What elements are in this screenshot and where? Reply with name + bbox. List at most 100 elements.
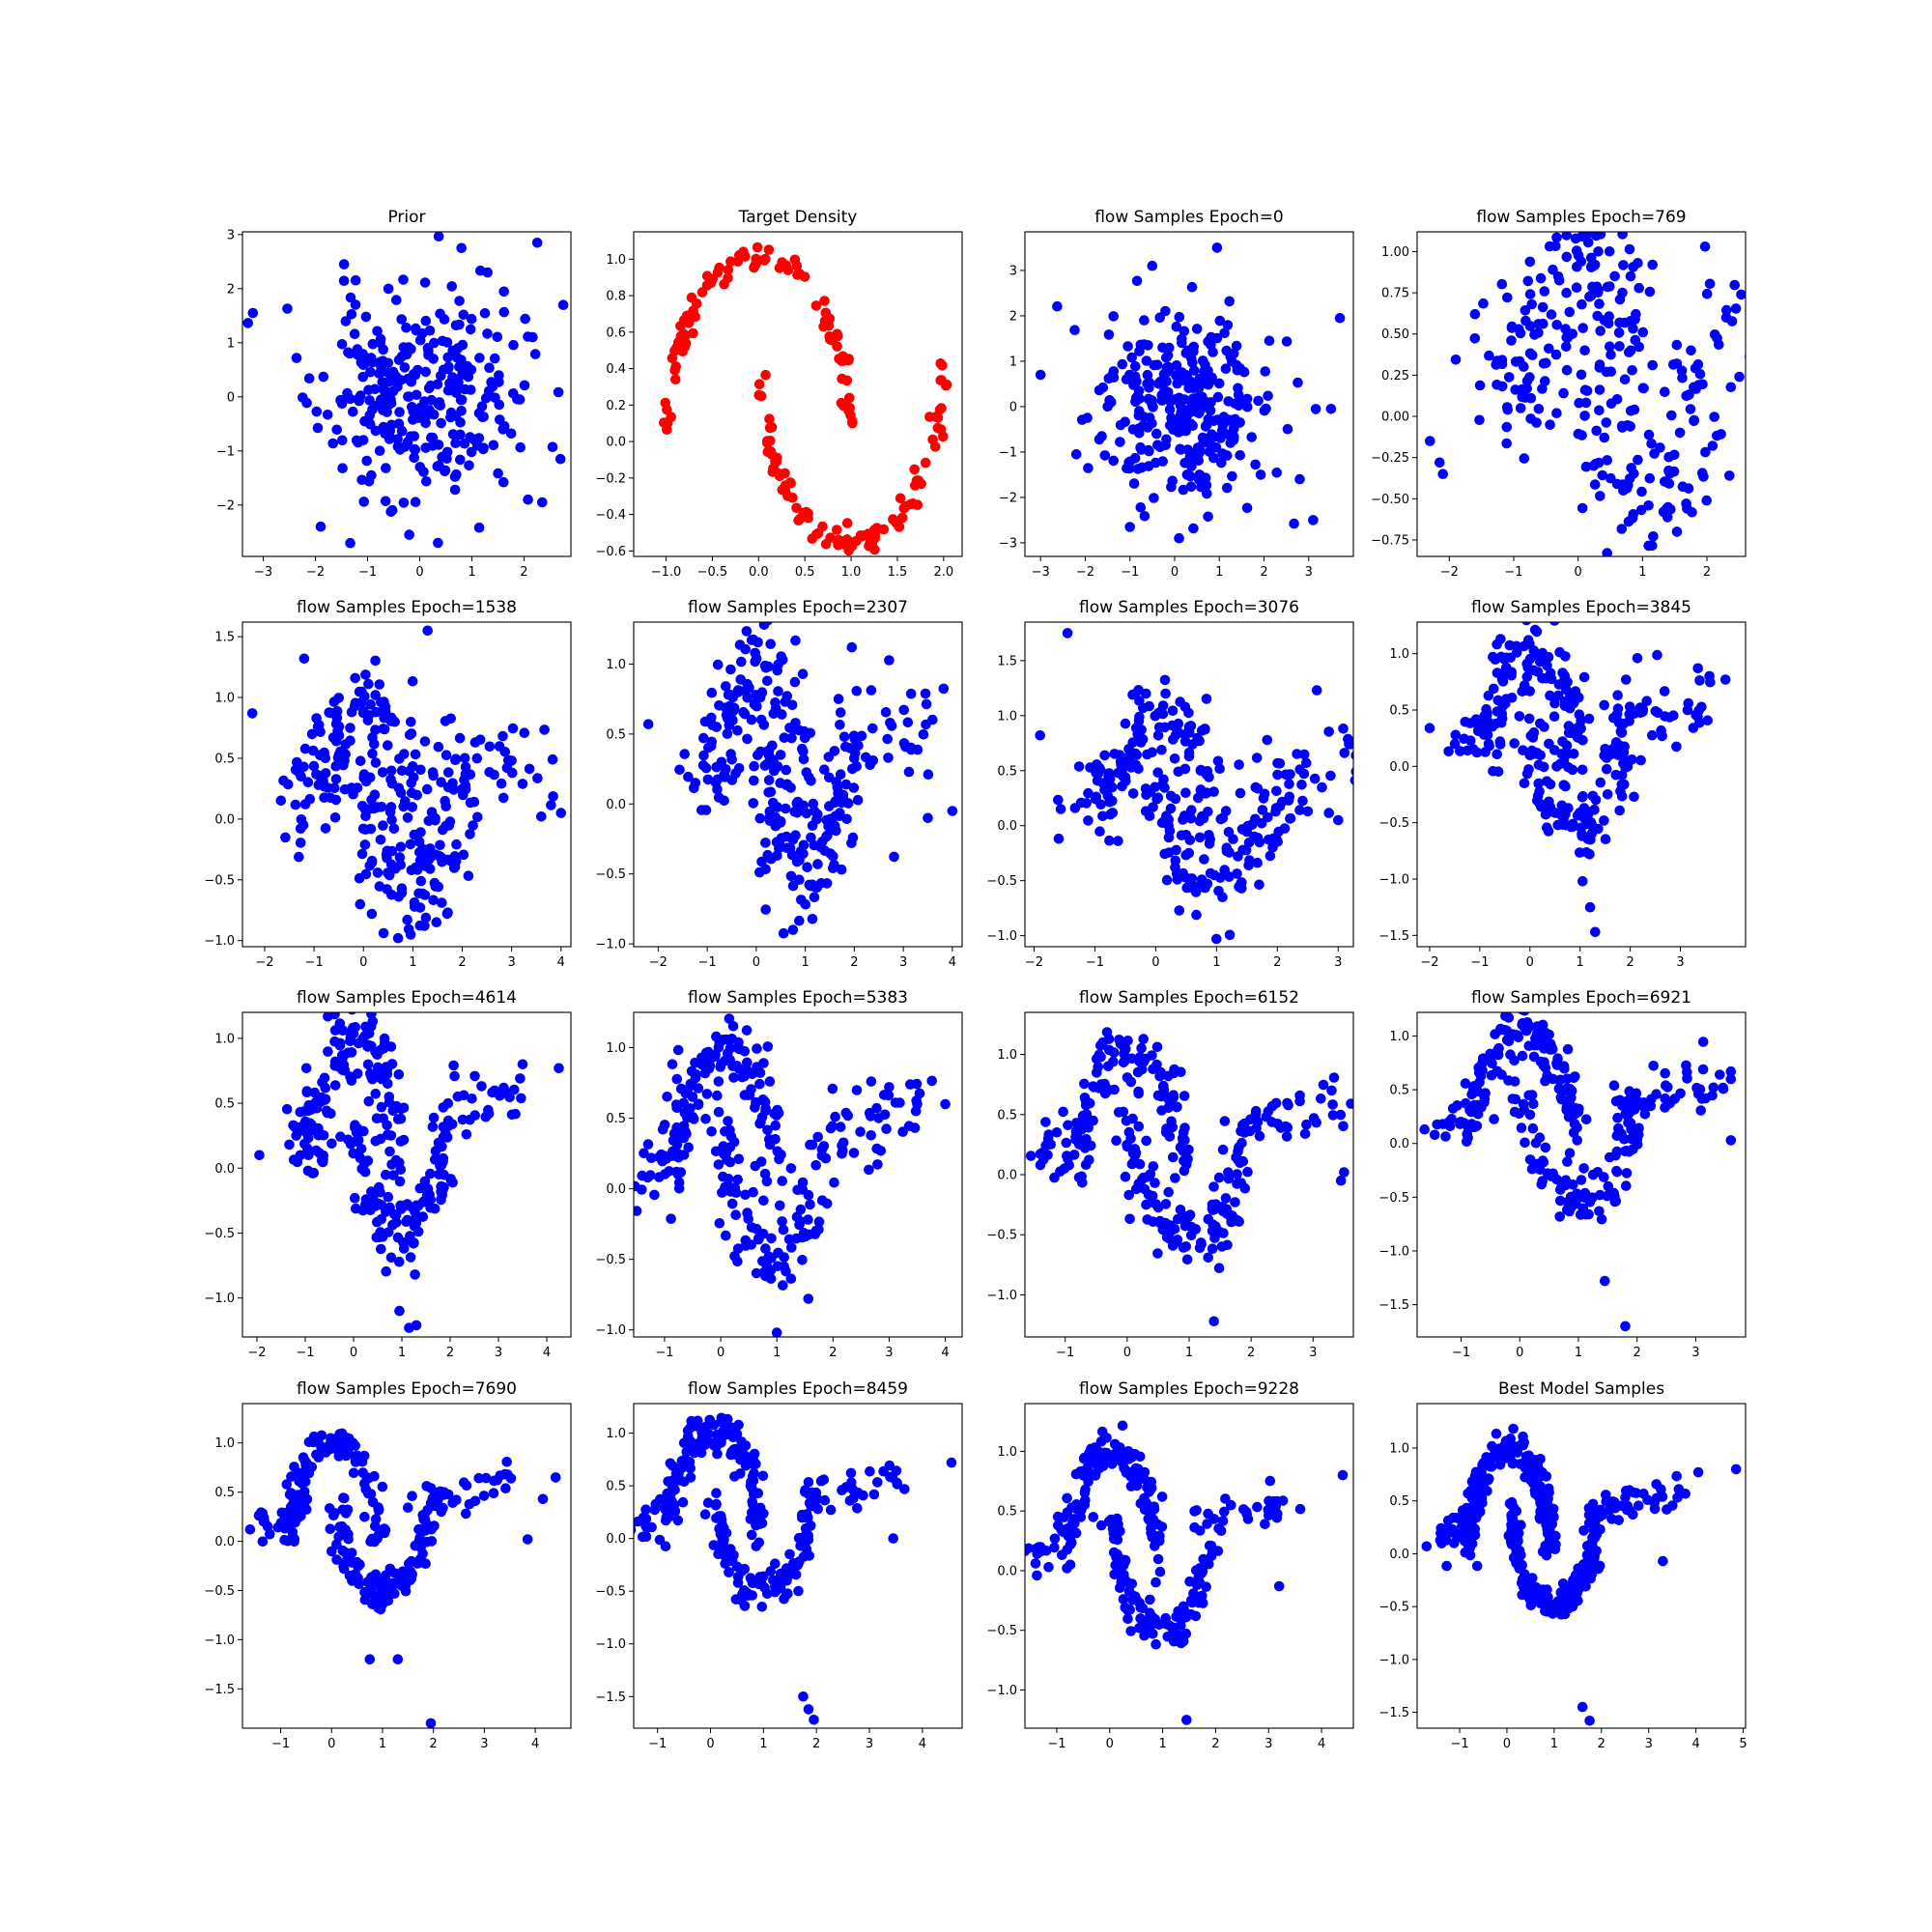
scatter-point [349,328,360,340]
scatter-point [806,832,816,843]
scatter-point [430,1146,441,1156]
scatter-point [1080,1159,1092,1170]
scatter-point [1605,350,1616,360]
scatter-point [459,753,470,764]
scatter-point [1526,298,1537,310]
scatter-point [1700,446,1711,458]
scatter-point [938,431,949,442]
scatter-point [462,360,473,372]
y-tick-label: 0.0 [214,812,235,827]
scatter-point [1544,241,1555,252]
scatter-point [1168,1090,1179,1100]
scatter-point [364,395,375,406]
scatter-point [733,1063,745,1074]
scatter-point [1660,1093,1670,1104]
scatter-point [1246,432,1257,442]
scatter-point [855,1126,866,1137]
scatter-point [634,1206,642,1216]
scatter-point [500,1483,511,1493]
scatter-point [1690,362,1701,374]
scatter-point [436,417,446,429]
x-tick-label: −1 [1056,1346,1074,1360]
scatter-point [1192,392,1204,404]
scatter-point [1636,486,1647,497]
scatter-point [454,296,465,306]
scatter-point [410,370,421,381]
scatter-point [1350,767,1353,777]
scatter-point [1083,1476,1094,1488]
scatter-point [733,1419,744,1431]
x-tick-label: 1.0 [841,565,862,580]
scatter-point [347,1576,357,1586]
scatter-point [1250,813,1261,825]
scatter-point [451,838,462,850]
scatter-point [1058,1106,1068,1118]
scatter-point [1696,701,1707,713]
scatter-point [1621,1168,1633,1179]
scatter-point [1580,461,1592,472]
scatter-point [378,927,389,939]
scatter-point [1533,404,1545,414]
scatter-point [1073,761,1085,772]
x-tick-label: 0 [753,955,760,970]
scatter-point [1062,1563,1072,1574]
scatter-point [424,864,436,874]
scatter-point [1637,327,1649,338]
scatter-point [1504,1031,1516,1042]
scatter-point [433,1493,443,1504]
scatter-point [506,1109,518,1121]
y-tick-label: −0.5 [595,1585,626,1600]
scatter-point [1523,1090,1534,1101]
scatter-point [1614,341,1625,352]
scatter-point [654,1534,666,1546]
scatter-point [1335,1175,1347,1186]
scatter-point [1083,815,1094,826]
scatter-point [1294,1090,1305,1101]
scatter-point [550,1472,561,1483]
scatter-point [758,1058,769,1068]
scatter-point [1128,380,1139,390]
scatter-point [1715,1069,1725,1080]
scatter-point [1602,789,1613,800]
y-tick-label: 0.75 [1381,287,1409,301]
x-tick-label: 2 [458,955,466,970]
scatter-point [1128,478,1140,489]
scatter-point [1089,1082,1099,1093]
axes-frame [633,1011,963,1338]
scatter-point [1132,1066,1144,1078]
scatter-point [1191,324,1203,334]
scatter-point [1577,323,1588,333]
scatter-point [1501,438,1512,449]
scatter-point [507,723,519,734]
scatter-point [833,330,843,342]
scatter-point [1462,745,1473,756]
scatter-point [1540,376,1550,386]
scatter-point [318,1442,328,1454]
scatter-point [1553,275,1565,286]
scatter-point [1634,341,1644,353]
scatter-point [1617,1100,1628,1111]
scatter-point [768,708,780,719]
scatter-point [1254,879,1264,891]
scatter-point [1062,1492,1072,1504]
scatter-point [838,400,849,412]
scatter-point [1469,308,1481,320]
scatter-point [1608,1080,1620,1091]
x-tick-label: 1 [1638,565,1646,580]
x-tick-label: 2 [829,1346,837,1360]
scatter-point [808,798,819,810]
scatter-point [345,723,355,733]
scatter-point [396,351,408,362]
scatter-point [409,829,420,840]
scatter-point [374,445,385,457]
scatter-point [866,1111,876,1122]
panel-title: Prior [387,208,425,227]
scatter-point [1633,258,1643,269]
scatter-point [1668,359,1679,370]
scatter-point [1599,699,1609,711]
scatter-point [1507,1094,1519,1104]
scatter-panel: flow Samples Epoch=6152−1 0 1 2 3−1.0−0.50.0… [986,988,1354,1360]
scatter-point [758,622,770,631]
scatter-point [480,1472,492,1484]
